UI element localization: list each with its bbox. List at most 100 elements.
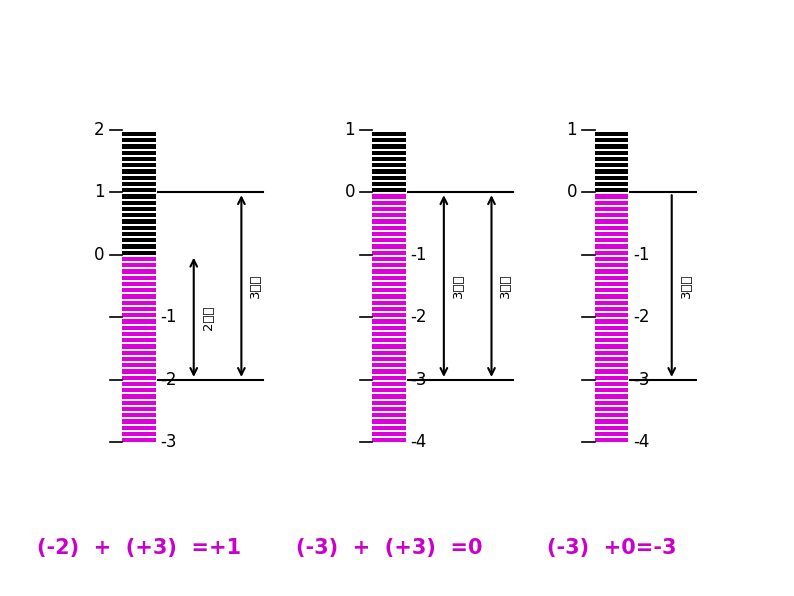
Bar bbox=[595, 319, 628, 324]
Bar bbox=[595, 407, 628, 411]
Bar bbox=[122, 213, 156, 218]
Text: 3厘米: 3厘米 bbox=[680, 274, 692, 299]
Bar bbox=[595, 338, 628, 342]
Bar bbox=[372, 438, 406, 442]
Bar bbox=[122, 275, 156, 280]
Bar bbox=[595, 226, 628, 230]
Bar bbox=[372, 163, 406, 167]
Bar bbox=[595, 257, 628, 261]
Bar bbox=[372, 420, 406, 424]
Bar bbox=[122, 169, 156, 173]
Bar bbox=[122, 420, 156, 424]
Bar bbox=[595, 176, 628, 180]
Text: 3厘米: 3厘米 bbox=[249, 274, 262, 299]
Text: -4: -4 bbox=[410, 433, 427, 451]
Bar bbox=[122, 438, 156, 442]
Bar bbox=[122, 269, 156, 274]
Bar bbox=[595, 194, 628, 198]
Bar bbox=[372, 413, 406, 417]
Bar bbox=[372, 432, 406, 436]
Bar bbox=[595, 201, 628, 205]
Bar bbox=[372, 401, 406, 405]
Bar bbox=[372, 344, 406, 349]
Bar bbox=[122, 325, 156, 330]
Bar bbox=[372, 407, 406, 411]
Bar bbox=[372, 382, 406, 386]
Bar bbox=[372, 388, 406, 392]
Bar bbox=[122, 144, 156, 148]
Bar bbox=[372, 338, 406, 342]
Bar bbox=[595, 263, 628, 268]
Bar bbox=[595, 363, 628, 367]
Bar bbox=[122, 250, 156, 255]
Bar bbox=[595, 426, 628, 430]
Bar bbox=[595, 350, 628, 355]
Bar bbox=[372, 395, 406, 399]
Bar bbox=[122, 263, 156, 268]
Bar bbox=[372, 219, 406, 224]
Bar bbox=[595, 275, 628, 280]
Text: 1: 1 bbox=[345, 121, 355, 139]
Bar bbox=[372, 132, 406, 136]
Bar bbox=[122, 182, 156, 186]
Bar bbox=[372, 375, 406, 380]
Bar bbox=[595, 144, 628, 148]
Bar bbox=[372, 363, 406, 367]
Bar bbox=[372, 182, 406, 186]
Bar bbox=[595, 151, 628, 155]
Bar bbox=[372, 157, 406, 161]
Text: 1: 1 bbox=[567, 121, 577, 139]
Bar bbox=[595, 370, 628, 374]
Bar bbox=[122, 238, 156, 243]
Bar bbox=[595, 382, 628, 386]
Bar bbox=[595, 182, 628, 186]
Bar bbox=[595, 325, 628, 330]
Text: 0: 0 bbox=[567, 184, 577, 201]
Bar bbox=[595, 413, 628, 417]
Bar bbox=[595, 163, 628, 167]
Bar bbox=[122, 288, 156, 292]
Bar bbox=[372, 232, 406, 236]
Bar bbox=[122, 413, 156, 417]
Bar bbox=[122, 157, 156, 161]
Bar bbox=[595, 250, 628, 255]
Bar bbox=[372, 257, 406, 261]
Text: -2: -2 bbox=[633, 308, 649, 327]
Bar bbox=[372, 169, 406, 173]
Bar bbox=[595, 300, 628, 305]
Bar bbox=[122, 344, 156, 349]
Bar bbox=[122, 151, 156, 155]
Bar bbox=[122, 426, 156, 430]
Bar bbox=[372, 201, 406, 205]
Bar bbox=[122, 138, 156, 142]
Bar bbox=[372, 188, 406, 193]
Bar bbox=[372, 357, 406, 361]
Text: -2: -2 bbox=[410, 308, 427, 327]
Text: 3厘米: 3厘米 bbox=[452, 274, 464, 299]
Bar bbox=[595, 238, 628, 243]
Bar bbox=[595, 388, 628, 392]
Bar bbox=[122, 370, 156, 374]
Text: (-3)  +  (+3)  =0: (-3) + (+3) =0 bbox=[296, 538, 482, 558]
Bar bbox=[122, 319, 156, 324]
Bar bbox=[122, 294, 156, 299]
Bar bbox=[122, 375, 156, 380]
Text: 1: 1 bbox=[94, 184, 105, 201]
Bar bbox=[122, 282, 156, 286]
Bar bbox=[372, 332, 406, 336]
Text: -2: -2 bbox=[160, 371, 177, 389]
Bar bbox=[122, 219, 156, 224]
Bar bbox=[595, 401, 628, 405]
Bar bbox=[372, 313, 406, 317]
Bar bbox=[372, 319, 406, 324]
Bar bbox=[595, 207, 628, 211]
Bar bbox=[595, 169, 628, 173]
Bar bbox=[372, 144, 406, 148]
Bar bbox=[595, 288, 628, 292]
Bar bbox=[122, 257, 156, 261]
Bar bbox=[122, 244, 156, 249]
Bar bbox=[595, 219, 628, 224]
Bar bbox=[372, 300, 406, 305]
Bar bbox=[372, 282, 406, 286]
Bar bbox=[372, 426, 406, 430]
